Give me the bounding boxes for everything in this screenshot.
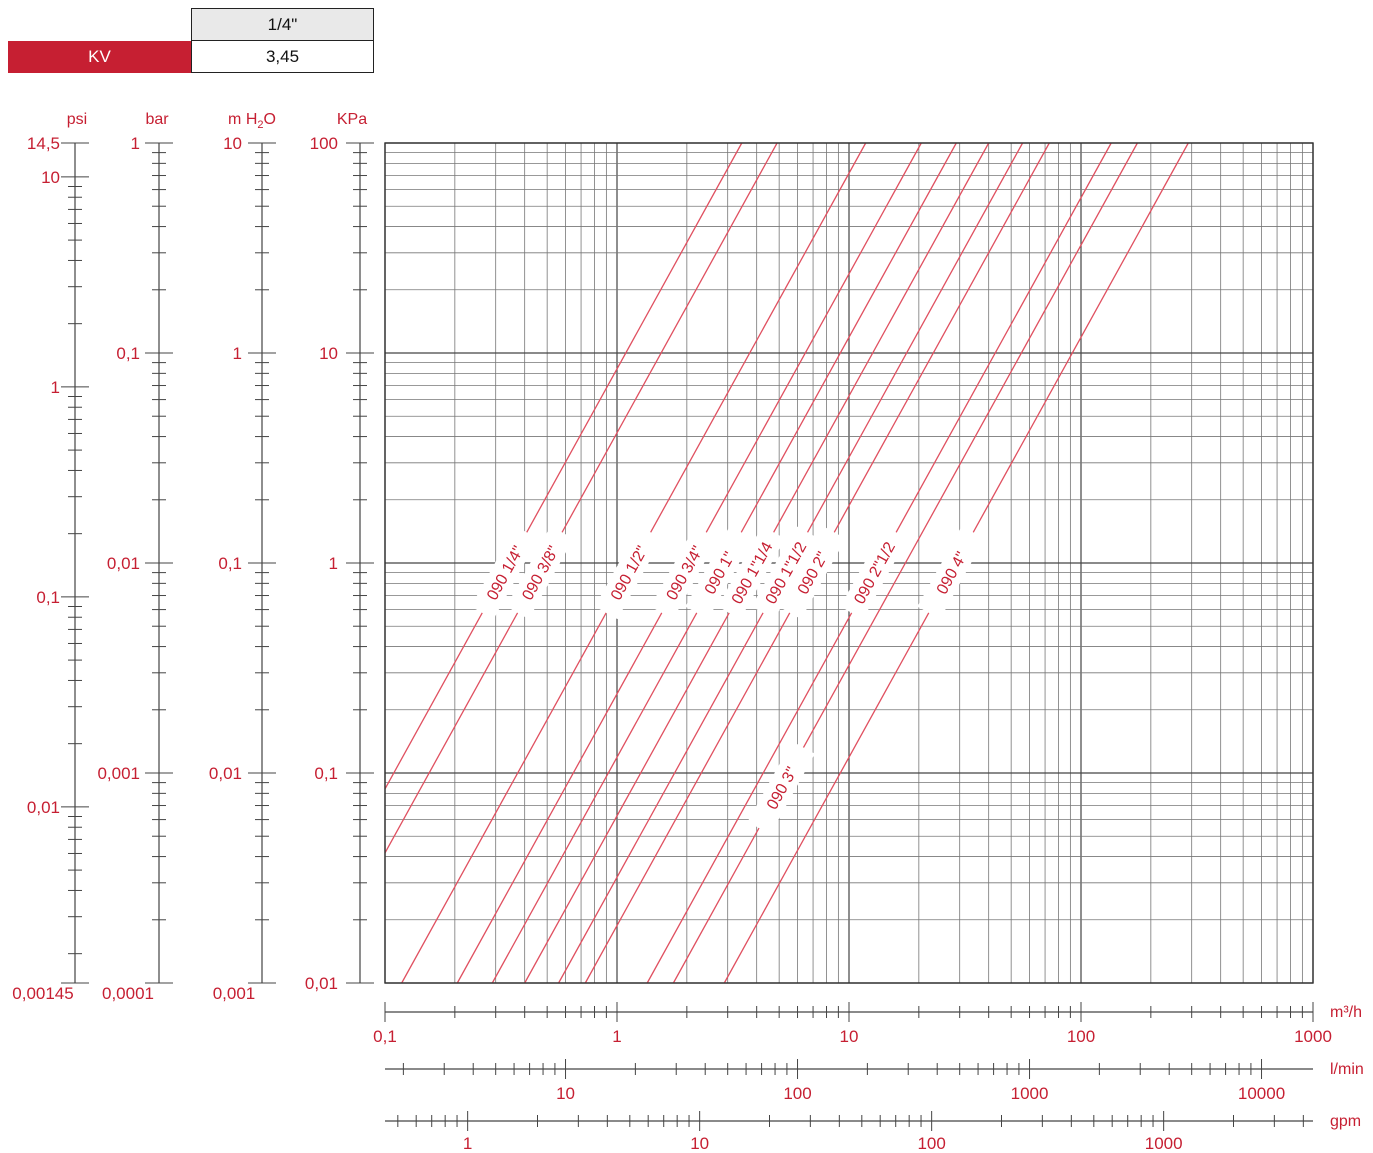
m3h-tick-label: 100: [1067, 1027, 1095, 1046]
kpa-unit-label: KPa: [337, 111, 367, 128]
side-scales: KPa 100 10 1 0,1 0,01 bar 1 0,1 0,01 0,001 0,0001 m …: [12, 111, 374, 1003]
kpa-tick-label: 0,1: [314, 764, 338, 783]
kv-value-cell: 3,45: [191, 40, 374, 73]
psi-unit-label: psi: [67, 111, 87, 128]
lmin-unit-label: l/min: [1330, 1061, 1364, 1078]
bar-tick-label: 1: [131, 134, 140, 153]
lmin-tick-label: 100: [783, 1084, 811, 1103]
lmin-tick-label: 1000: [1011, 1084, 1049, 1103]
m3h-unit-label: m³/h: [1330, 1004, 1362, 1021]
mh2o-tick-label: 0,01: [209, 764, 242, 783]
curve-label-bg: [840, 526, 908, 620]
curve-label-bg: [685, 526, 753, 620]
bottom-scales: 0,1 1 10 100 1000 m³/h 10 100 1000 10000 l/min 1 10 1…: [373, 1002, 1364, 1153]
curve-label-bg: [506, 526, 574, 620]
curve-label-bg: [917, 526, 985, 620]
gpm-tick-label: 100: [917, 1134, 945, 1153]
m3h-tick-label: 10: [840, 1027, 859, 1046]
kv-table: 1/4" KV 3,45: [8, 8, 374, 73]
psi-tick-label: 0,01: [27, 798, 60, 817]
kv-label-cell: KV: [8, 41, 191, 73]
bar-unit-label: bar: [145, 111, 169, 128]
kpa-tick-label: 100: [310, 134, 338, 153]
psi-tick-label: 10: [41, 168, 60, 187]
m3h-tick-label: 1000: [1294, 1027, 1332, 1046]
m3h-tick-label: 1: [612, 1027, 621, 1046]
plot-border: [384, 142, 1314, 984]
curve-label-bg: [747, 741, 815, 835]
curve-label-bg: [470, 526, 539, 620]
gpm-unit-label: gpm: [1330, 1113, 1361, 1130]
mh2o-tick-label: 0,1: [218, 554, 242, 573]
kpa-tick-label: 0,01: [305, 974, 338, 993]
gpm-tick-label: 1000: [1145, 1134, 1183, 1153]
mh2o-tick-label: 0,001: [213, 984, 256, 1003]
curve-label-bg: [594, 526, 663, 620]
curve-line: [384, 142, 778, 854]
kpa-tick-label: 1: [329, 554, 338, 573]
size-cell: 1/4": [191, 8, 374, 41]
bar-tick-label: 0,01: [107, 554, 140, 573]
bar-tick-label: 0,1: [116, 344, 140, 363]
gpm-tick-label: 10: [690, 1134, 709, 1153]
mh2o-tick-label: 1: [233, 344, 242, 363]
curve-line: [672, 142, 1138, 984]
lmin-tick-label: 10: [556, 1084, 575, 1103]
bar-tick-label: 0,001: [97, 764, 140, 783]
curve-label-bg: [778, 526, 846, 620]
plot-frame: [384, 142, 1314, 984]
psi-tick-label: 14,5: [27, 134, 60, 153]
bar-tick-label: 0,0001: [102, 984, 154, 1003]
curve-label-bg: [751, 526, 819, 620]
psi-tick-label: 1: [51, 378, 60, 397]
curve-label-bg: [717, 526, 786, 620]
kpa-tick-label: 10: [319, 344, 338, 363]
gpm-tick-label: 1: [463, 1134, 472, 1153]
psi-tick-label: 0,1: [36, 588, 60, 607]
curve-line: [384, 142, 743, 790]
mh2o-unit-label: m H2O: [228, 111, 276, 131]
lmin-tick-label: 10000: [1238, 1084, 1285, 1103]
m3h-tick-label: 0,1: [373, 1027, 397, 1046]
curve-label-bg: [650, 526, 718, 620]
psi-tick-label: 0,00145: [12, 984, 73, 1003]
mh2o-tick-label: 10: [223, 134, 242, 153]
